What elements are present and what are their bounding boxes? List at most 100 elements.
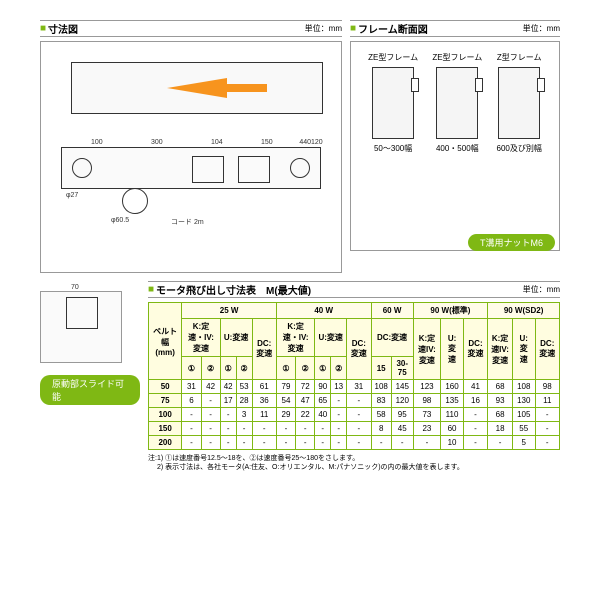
col-subsub: 30-75 bbox=[391, 357, 413, 380]
table-cell: 45 bbox=[391, 422, 413, 436]
dim-label: 104 bbox=[211, 139, 223, 146]
motor-table-title: モータ飛び出し寸法表 M(最大値) bbox=[156, 282, 311, 297]
table-cell: 110 bbox=[441, 408, 464, 422]
dim-label: φ60.5 bbox=[111, 217, 129, 224]
table-cell: 108 bbox=[371, 380, 391, 394]
direction-arrow-icon bbox=[167, 78, 227, 98]
table-cell: 73 bbox=[413, 408, 441, 422]
table-cell: 55 bbox=[512, 422, 535, 436]
table-row: 5031424253617972901331108145123160416810… bbox=[149, 380, 560, 394]
dim-label: コード 2m bbox=[171, 217, 204, 227]
table-cell: 28 bbox=[236, 394, 252, 408]
frame-profile-icon bbox=[372, 67, 414, 139]
cross-width: 600及び別幅 bbox=[497, 143, 542, 154]
table-cell: - bbox=[276, 422, 295, 436]
table-cell: 6 bbox=[182, 394, 201, 408]
frame-profile-icon bbox=[498, 67, 540, 139]
col-subsub: 15 bbox=[371, 357, 391, 380]
dimension-drawing: 100 300 104 150 120 440 φ27 φ60.5 bbox=[40, 41, 342, 273]
table-cell: - bbox=[182, 422, 201, 436]
table-cell: - bbox=[391, 436, 413, 450]
table-cell: - bbox=[347, 394, 371, 408]
col-group: 40 W bbox=[276, 303, 371, 319]
col-sub: DC:変速 bbox=[535, 319, 559, 380]
table-cell: 29 bbox=[276, 408, 295, 422]
col-group: 25 W bbox=[182, 303, 277, 319]
frame-profile-icon bbox=[436, 67, 478, 139]
table-cell: 72 bbox=[296, 380, 315, 394]
conveyor-side-view bbox=[71, 62, 323, 114]
motor-table-header: ■ モータ飛び出し寸法表 M(最大値) 単位：mm bbox=[148, 281, 560, 298]
table-cell: 23 bbox=[413, 422, 441, 436]
col-sub: U:変速 bbox=[220, 319, 252, 357]
table-cell: - bbox=[296, 436, 315, 450]
table-cell: 3 bbox=[236, 408, 252, 422]
conveyor-bottom-view bbox=[61, 147, 321, 189]
table-cell: 50 bbox=[149, 380, 182, 394]
cross-item: ZE型フレーム 400・500幅 bbox=[432, 52, 482, 222]
table-cell: 31 bbox=[347, 380, 371, 394]
table-cell: - bbox=[201, 394, 220, 408]
cross-label: Z型フレーム bbox=[497, 52, 542, 63]
table-cell: 16 bbox=[463, 394, 487, 408]
table-cell: 79 bbox=[276, 380, 295, 394]
col-belt: ベルト幅 (mm) bbox=[149, 303, 182, 380]
table-cell: - bbox=[315, 436, 331, 450]
nut-badge: T溝用ナットM6 bbox=[468, 234, 555, 251]
motor-table-unit: 単位：mm bbox=[523, 284, 560, 295]
table-cell: 41 bbox=[463, 380, 487, 394]
table-cell: - bbox=[413, 436, 441, 450]
cross-section-unit: 単位：mm bbox=[523, 23, 560, 34]
table-cell: - bbox=[220, 408, 236, 422]
col-group: 60 W bbox=[371, 303, 413, 319]
table-cell: 18 bbox=[488, 422, 513, 436]
col-subsub: ② bbox=[331, 357, 347, 380]
cross-width: 50～300幅 bbox=[368, 143, 418, 154]
table-cell: 68 bbox=[488, 380, 513, 394]
motor-circle-icon bbox=[122, 188, 148, 214]
cross-section-box: ZE型フレーム 50～300幅 ZE型フレーム 400・500幅 Z型フレーム … bbox=[350, 41, 560, 251]
dim-label: φ27 bbox=[66, 192, 78, 199]
table-cell: 40 bbox=[315, 408, 331, 422]
table-cell: 22 bbox=[296, 408, 315, 422]
table-cell: 93 bbox=[488, 394, 513, 408]
table-cell: - bbox=[236, 422, 252, 436]
table-cell: 160 bbox=[441, 380, 464, 394]
table-cell: - bbox=[463, 422, 487, 436]
square-icon: ■ bbox=[40, 23, 46, 34]
table-cell: - bbox=[535, 422, 559, 436]
table-cell: - bbox=[347, 408, 371, 422]
table-row: 756-172836544765--8312098135169313011 bbox=[149, 394, 560, 408]
table-cell: 60 bbox=[441, 422, 464, 436]
col-sub: U:変速 bbox=[441, 319, 464, 380]
table-cell: 42 bbox=[220, 380, 236, 394]
table-cell: 120 bbox=[391, 394, 413, 408]
cross-label: ZE型フレーム bbox=[432, 52, 482, 63]
table-cell: 98 bbox=[413, 394, 441, 408]
table-cell: 13 bbox=[331, 380, 347, 394]
table-cell: 8 bbox=[371, 422, 391, 436]
dim-label: 440 bbox=[299, 139, 311, 146]
table-cell: - bbox=[220, 422, 236, 436]
mount-box-icon bbox=[66, 297, 98, 329]
roller-circle-icon bbox=[72, 158, 92, 178]
table-cell: 10 bbox=[441, 436, 464, 450]
col-subsub: ① bbox=[220, 357, 236, 380]
table-cell: - bbox=[201, 436, 220, 450]
col-subsub: ① bbox=[276, 357, 295, 380]
table-cell: 11 bbox=[535, 394, 559, 408]
cross-item: Z型フレーム 600及び別幅 bbox=[497, 52, 542, 222]
table-cell: - bbox=[488, 436, 513, 450]
table-cell: - bbox=[463, 408, 487, 422]
bracket-icon bbox=[192, 156, 224, 183]
table-cell: 53 bbox=[236, 380, 252, 394]
col-sub: DC:変速 bbox=[347, 319, 371, 380]
col-group: 90 W(SD2) bbox=[488, 303, 560, 319]
table-cell: 90 bbox=[315, 380, 331, 394]
table-cell: - bbox=[535, 408, 559, 422]
table-cell: 5 bbox=[512, 436, 535, 450]
cross-item: ZE型フレーム 50～300幅 bbox=[368, 52, 418, 222]
table-cell: - bbox=[331, 394, 347, 408]
slide-badge: 原動部スライド可能 bbox=[40, 375, 140, 405]
table-cell: 100 bbox=[149, 408, 182, 422]
